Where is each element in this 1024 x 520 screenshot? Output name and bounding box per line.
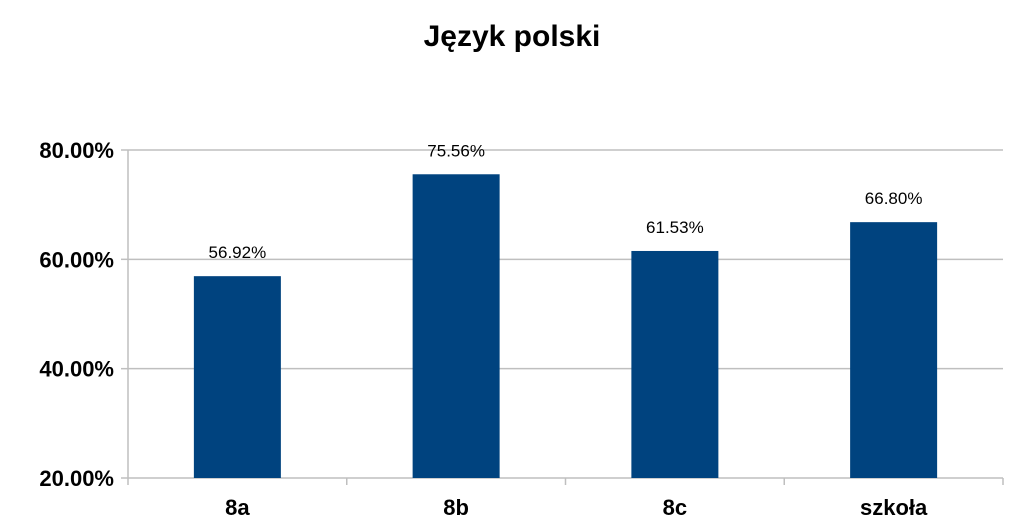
y-tick-label: 80.00% (39, 138, 114, 163)
x-category-label: 8a (225, 495, 250, 520)
bar-8c (631, 250, 719, 478)
chart-title: Język polski (423, 20, 601, 53)
x-category-label: 8b (443, 495, 469, 520)
data-label: 66.80% (865, 189, 923, 208)
bar-8a (193, 276, 281, 478)
bar-szkoła (850, 222, 938, 478)
x-category-label: szkoła (860, 495, 928, 520)
data-label: 56.92% (209, 243, 267, 262)
data-label: 75.56% (427, 141, 485, 160)
y-tick-label: 60.00% (39, 247, 114, 272)
y-tick-label: 40.00% (39, 357, 114, 382)
data-label: 61.53% (646, 218, 704, 237)
x-category-label: 8c (663, 495, 687, 520)
bar-8b (412, 174, 500, 478)
y-tick-label: 20.00% (39, 466, 114, 491)
